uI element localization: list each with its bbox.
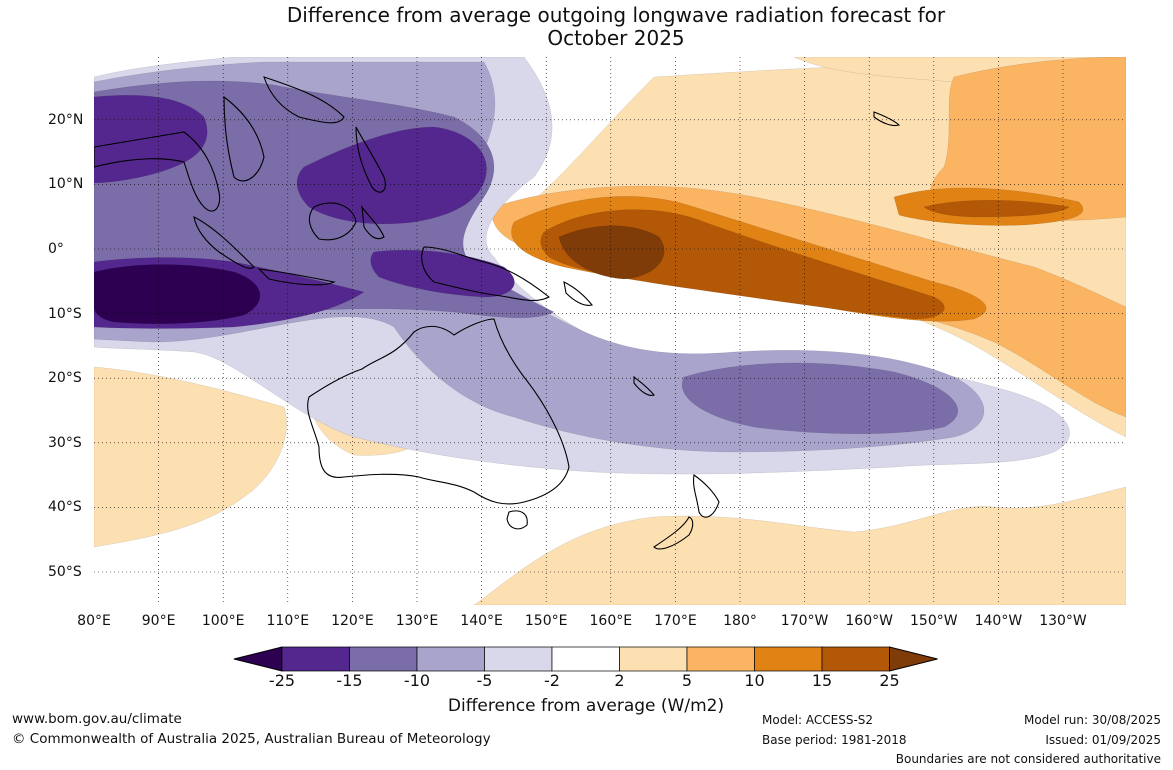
colorbar-svg [233, 646, 938, 672]
map-title: Difference from average outgoing longwav… [0, 4, 1173, 50]
website-link[interactable]: www.bom.gov.au/climate [12, 711, 182, 727]
latitude-label: 40°S [48, 499, 82, 516]
anomaly-band-lt-minus-25-indian [94, 264, 261, 324]
borneo-coastline [308, 202, 357, 241]
colorbar-tick-label: -2 [544, 671, 560, 690]
anomaly-band-gt-25-equatorial [558, 225, 665, 280]
disclaimer-text: Boundaries are not considered authoritat… [895, 752, 1161, 766]
graticule [94, 57, 1126, 605]
anomaly-band-2-5-indian-ocean-south [94, 366, 287, 548]
colorbar-tick-label: -25 [268, 671, 296, 690]
colorbar-segment [821, 646, 890, 672]
colorbar-tick-label: -10 [403, 671, 431, 690]
map-title-line1: Difference from average outgoing longwav… [286, 3, 946, 27]
southeast-asia-mainland-coastline [94, 131, 221, 212]
colorbar-tick-label: 2 [614, 671, 625, 690]
longitude-label: 130°W [1039, 613, 1087, 629]
longitude-label: 150°E [524, 613, 568, 629]
colorbar-title: Difference from average (W/m2) [447, 696, 725, 716]
latitude-label: 10°N [48, 176, 84, 193]
colorbar-segment [281, 646, 350, 672]
issued-text: Issued: 01/09/2025 [1045, 733, 1161, 747]
colorbar-segment [416, 646, 485, 672]
colorbar-segment [484, 646, 553, 672]
longitude-label: 140°W [974, 613, 1023, 629]
solomon-islands-coastline [563, 281, 593, 306]
anomaly-band-minus-10-15-south-pacific [681, 362, 958, 434]
longitude-label: 100°E [201, 613, 245, 629]
hawaii-coastline [873, 111, 901, 127]
latitude-label: 0° [48, 241, 64, 257]
anomaly-band-minus-15-25-png [370, 249, 515, 298]
sulawesi-coastline [361, 204, 385, 240]
coastlines [94, 76, 901, 550]
longitude-label: 170°E [654, 613, 697, 629]
longitude-label: 110°E [266, 613, 310, 629]
sumatra-coastline [193, 216, 255, 269]
colorbar-tick-label: -5 [476, 671, 493, 690]
anomaly-fields [94, 57, 1126, 605]
colorbar-segment [619, 646, 688, 672]
longitude-label: 150°W [910, 613, 958, 629]
longitude-label: 120°E [331, 613, 374, 629]
colorbar-tick-label: 10 [744, 671, 765, 690]
china-coastline [263, 76, 345, 124]
colorbar-tick-label: -15 [336, 671, 363, 690]
longitude-label: 180° [723, 613, 757, 629]
colorbar [232, 645, 942, 675]
australia-coastline [307, 318, 570, 505]
anomaly-band-minus-15-25-maritime [296, 126, 487, 225]
longitude-label: 160°W [845, 613, 893, 629]
indochina-coastline [223, 95, 265, 182]
model-run-text: Model run: 30/08/2025 [1023, 713, 1161, 727]
new-zealand-south-coastline [653, 516, 694, 550]
java-coastline [257, 268, 336, 286]
map-canvas [94, 57, 1126, 605]
anomaly-band-15-25-north-east [923, 199, 1070, 218]
colorbar-tick-label: 25 [879, 671, 900, 690]
new-caledonia-coastline [633, 375, 655, 396]
colorbar-extend-low [233, 646, 283, 672]
colorbar-tick-label: 5 [681, 671, 693, 690]
base-period-text: Base period: 1981-2018 [762, 733, 907, 747]
latitude-label: 10°S [48, 305, 82, 322]
new-guinea-coastline [421, 246, 550, 301]
latitude-label: 20°N [48, 111, 84, 128]
longitude-label: 90°E [141, 613, 176, 629]
latitude-label: 30°S [48, 434, 82, 451]
colorbar-extend-high [889, 646, 938, 672]
colorbar-segment [349, 646, 418, 672]
colorbar-segment [551, 646, 620, 672]
model-text: Model: ACCESS-S2 [762, 713, 874, 727]
colorbar-tick-label: 15 [811, 671, 833, 690]
olr-anomaly-map [94, 57, 1126, 605]
colorbar-segment [754, 646, 823, 672]
colorbar-segment [686, 646, 755, 672]
longitude-label: 170°W [780, 613, 829, 629]
latitude-label: 20°S [48, 370, 82, 387]
longitude-label: 140°E [460, 613, 503, 629]
philippines-coastline [355, 126, 386, 193]
longitude-label: 160°E [589, 613, 633, 629]
longitude-label: 80°E [77, 613, 111, 629]
latitude-label: 50°S [48, 564, 82, 580]
copyright-text: © Commonwealth of Australia 2025, Austra… [12, 731, 491, 747]
longitude-label: 130°E [395, 613, 439, 629]
map-title-line2: October 2025 [547, 26, 685, 50]
new-zealand-north-coastline [693, 474, 720, 518]
anomaly-band-2-5-southern-ocean [473, 486, 1126, 605]
tasmania-coastline [506, 510, 528, 530]
